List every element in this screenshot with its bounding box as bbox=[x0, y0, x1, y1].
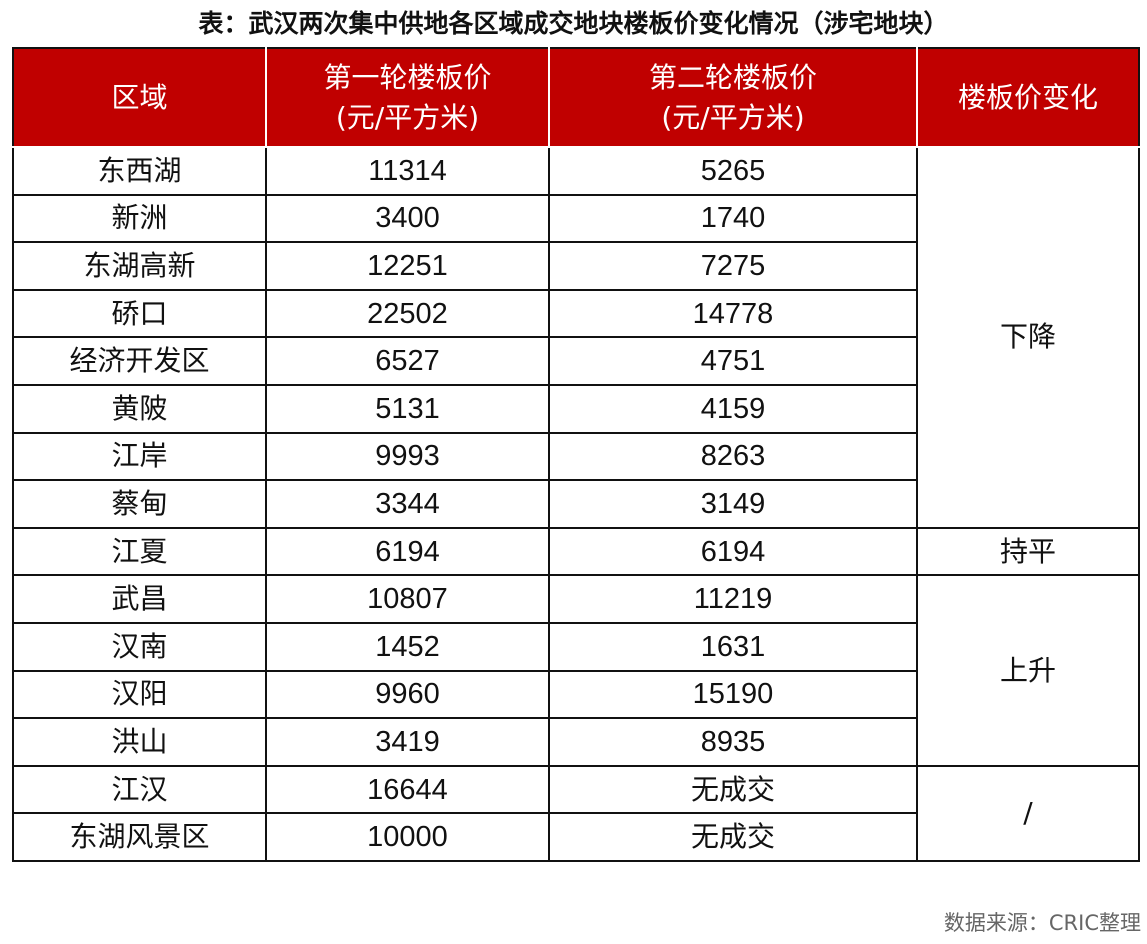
round1-price-cell: 5131 bbox=[265, 383, 550, 434]
round1-price-cell: 16644 bbox=[265, 764, 550, 815]
header-round1-title: 第一轮楼板价 bbox=[323, 60, 492, 94]
change-cell-none: / bbox=[916, 764, 1140, 862]
round2-price-cell: 1740 bbox=[548, 193, 918, 244]
table-row: 东西湖 11314 5265 下降 bbox=[12, 146, 1140, 529]
round1-price-cell: 10807 bbox=[265, 574, 550, 624]
table-row: 江岸 9993 8263 bbox=[12, 431, 1139, 482]
round1-price-cell: 3419 bbox=[265, 717, 550, 767]
table-row: 经济开发区 6527 4751 bbox=[12, 336, 1139, 386]
table-row: 蔡甸 3344 3149 bbox=[12, 479, 1139, 529]
round1-price-cell: 3344 bbox=[265, 479, 550, 529]
region-cell: 东湖高新 bbox=[12, 241, 267, 291]
header-round1-unit: (元/平方米) bbox=[335, 100, 480, 134]
header-round2-title: 第二轮楼板价 bbox=[648, 60, 817, 94]
round2-price-cell: 8935 bbox=[548, 717, 918, 767]
header-region: 区域 bbox=[12, 47, 267, 148]
round1-price-cell: 12251 bbox=[265, 241, 550, 291]
round1-price-cell: 10000 bbox=[265, 812, 550, 862]
table-row: 汉阳 9960 15190 bbox=[12, 669, 1139, 720]
table-row: 黄陂 5131 4159 bbox=[12, 383, 1139, 434]
table-row: 洪山 3419 8935 bbox=[12, 717, 1139, 767]
table-row: 新洲 3400 1740 bbox=[12, 193, 1139, 244]
price-change-table: 区域 第一轮楼板价 (元/平方米) 第二轮楼板价 (元/平方米) 楼板价变化 东… bbox=[12, 47, 1140, 862]
table-row: 江汉 16644 无成交 / bbox=[12, 764, 1140, 862]
header-round1: 第一轮楼板价 (元/平方米) bbox=[265, 47, 550, 148]
round2-price-cell: 14778 bbox=[548, 288, 918, 339]
table-row: 东湖高新 12251 7275 bbox=[12, 241, 1139, 291]
header-round2: 第二轮楼板价 (元/平方米) bbox=[548, 47, 918, 148]
region-cell: 江汉 bbox=[12, 764, 267, 815]
region-cell: 新洲 bbox=[12, 193, 267, 244]
table-row: 武昌 10807 11219 上升 bbox=[12, 574, 1140, 767]
change-cell-flat: 持平 bbox=[916, 526, 1140, 577]
region-cell: 汉南 bbox=[12, 621, 267, 672]
header-round2-unit: (元/平方米) bbox=[661, 100, 805, 134]
region-cell: 经济开发区 bbox=[12, 336, 267, 386]
region-cell: 硚口 bbox=[12, 288, 267, 339]
round2-price-cell: 4751 bbox=[548, 336, 918, 386]
region-cell: 汉阳 bbox=[12, 669, 267, 720]
region-cell: 蔡甸 bbox=[12, 479, 267, 529]
round1-price-cell: 11314 bbox=[265, 146, 550, 196]
round2-price-cell: 15190 bbox=[548, 669, 918, 720]
round1-price-cell: 6194 bbox=[265, 526, 550, 577]
round1-price-cell: 1452 bbox=[265, 621, 550, 672]
change-cell-up: 上升 bbox=[916, 574, 1140, 767]
round2-price-cell: 6194 bbox=[548, 526, 918, 577]
header-change: 楼板价变化 bbox=[916, 47, 1140, 148]
region-cell: 江岸 bbox=[12, 431, 267, 482]
round1-price-cell: 6527 bbox=[265, 336, 550, 386]
region-cell: 洪山 bbox=[12, 717, 267, 767]
round2-price-cell: 11219 bbox=[548, 574, 918, 624]
round2-price-cell: 7275 bbox=[548, 241, 918, 291]
round2-price-cell: 4159 bbox=[548, 383, 918, 434]
table-row: 硚口 22502 14778 bbox=[12, 288, 1139, 339]
round2-price-cell: 5265 bbox=[548, 146, 918, 196]
region-cell: 东湖风景区 bbox=[12, 812, 267, 862]
change-cell-down: 下降 bbox=[916, 146, 1140, 529]
round2-price-cell: 无成交 bbox=[548, 764, 918, 815]
table-title: 表：武汉两次集中供地各区域成交地块楼板价变化情况（涉宅地块） bbox=[198, 9, 949, 38]
round2-price-cell: 3149 bbox=[548, 479, 918, 529]
round2-price-cell: 1631 bbox=[548, 621, 918, 672]
region-cell: 黄陂 bbox=[12, 383, 267, 434]
round2-price-cell: 8263 bbox=[548, 431, 918, 482]
round1-price-cell: 9960 bbox=[265, 669, 550, 720]
table-row: 东湖风景区 10000 无成交 bbox=[12, 812, 1139, 862]
round1-price-cell: 9993 bbox=[265, 431, 550, 482]
table-row: 汉南 1452 1631 bbox=[12, 621, 1139, 672]
header-row: 区域 第一轮楼板价 (元/平方米) 第二轮楼板价 (元/平方米) 楼板价变化 bbox=[12, 47, 1140, 148]
round1-price-cell: 22502 bbox=[265, 288, 550, 339]
region-cell: 武昌 bbox=[12, 574, 267, 624]
data-source-note: 数据来源：CRIC整理 bbox=[943, 911, 1141, 935]
region-cell: 江夏 bbox=[12, 526, 267, 577]
table-row: 江夏 6194 6194 持平 bbox=[12, 526, 1140, 577]
round1-price-cell: 3400 bbox=[265, 193, 550, 244]
round2-price-cell: 无成交 bbox=[548, 812, 918, 862]
region-cell: 东西湖 bbox=[12, 146, 267, 196]
